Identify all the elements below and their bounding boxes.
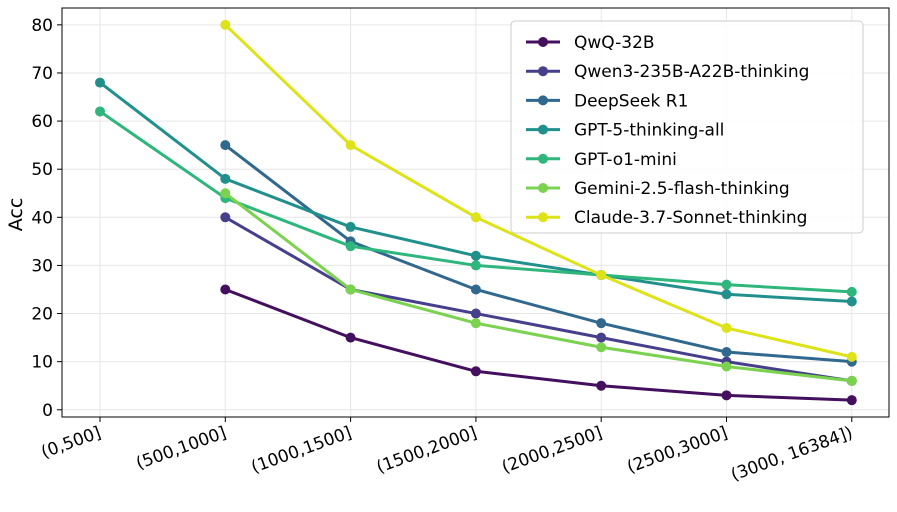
legend: QwQ-32B Qwen3-235B-A22B-thinking DeepSeek …	[510, 20, 864, 234]
data-point	[470, 260, 481, 271]
legend-item: Claude-3.7-Sonnet-thinking	[526, 208, 807, 228]
data-point	[846, 351, 857, 362]
y-axis-label: Acc	[5, 198, 27, 232]
data-point	[846, 296, 857, 307]
data-point	[596, 342, 607, 353]
series-line	[224, 216, 853, 383]
x-tick-label: (1500,2000]	[374, 423, 480, 478]
series-claude-3-7-sonnet-thinking	[220, 19, 857, 362]
legend-frame	[510, 20, 864, 234]
x-tick-label: (500,1000]	[133, 423, 229, 474]
data-point	[721, 390, 732, 401]
data-point	[721, 361, 732, 372]
legend-label: DeepSeek R1	[574, 91, 688, 111]
x-tick-label: (3000, 16384])	[728, 423, 855, 486]
y-tick-label: 80	[31, 16, 53, 36]
data-point	[846, 395, 857, 406]
y-tick-label: 60	[31, 112, 53, 132]
data-point	[596, 318, 607, 329]
series-line	[224, 288, 852, 402]
x-tick-label: (1000,1500]	[249, 423, 355, 478]
data-point	[220, 140, 231, 151]
x-tick-label: (2500,3000]	[625, 423, 731, 478]
data-point	[345, 221, 356, 232]
data-point	[721, 322, 732, 333]
data-point	[345, 140, 356, 151]
y-tick-label: 10	[31, 353, 53, 373]
data-point	[95, 106, 105, 117]
legend-marker	[538, 183, 548, 193]
data-point	[470, 308, 481, 319]
series-qwen3-235b-a22b-thinking	[220, 212, 857, 386]
data-point	[220, 212, 231, 223]
legend-marker	[538, 95, 548, 106]
x-tick-label: (0,500]	[39, 423, 104, 463]
series-gpt-5-thinking-all	[95, 77, 857, 307]
data-point	[345, 284, 356, 295]
data-point	[220, 284, 231, 295]
data-point	[220, 173, 231, 184]
legend-item: Gemini-2.5-flash-thinking	[526, 179, 790, 199]
series-line	[224, 143, 852, 364]
series-line	[224, 192, 852, 383]
series-qwq-32b	[220, 284, 857, 406]
y-tick-label: 20	[31, 305, 53, 325]
y-tick-label: 40	[31, 208, 53, 228]
series-line	[224, 23, 853, 359]
series-gemini-2-5-flash-thinking	[220, 188, 857, 386]
data-point	[470, 318, 481, 329]
legend-item: GPT-o1-mini	[526, 150, 677, 170]
data-point	[596, 332, 607, 343]
x-tick-label: (2000,2500]	[499, 423, 605, 478]
data-point	[596, 380, 607, 391]
x-axis: (0,500] (500,1000] (1000,1500] (1500,2000] (…	[39, 417, 856, 485]
data-point	[95, 77, 105, 88]
data-point	[470, 284, 481, 295]
data-point	[721, 347, 732, 358]
series-layer	[95, 19, 857, 406]
data-point	[345, 241, 356, 252]
legend-marker	[538, 212, 548, 223]
legend-item: Qwen3-235B-A22B-thinking	[526, 62, 809, 82]
legend-label: Qwen3-235B-A22B-thinking	[574, 62, 809, 82]
data-point	[220, 188, 231, 199]
legend-marker	[538, 153, 548, 164]
y-tick-label: 30	[31, 256, 53, 276]
data-point	[345, 332, 356, 343]
data-point	[470, 366, 481, 377]
y-axis: 0 10 20 30 40 50 60 70 80	[31, 16, 62, 421]
legend-marker	[538, 66, 548, 77]
data-point	[721, 279, 732, 290]
y-tick-label: 50	[31, 160, 53, 180]
data-point	[721, 289, 732, 300]
legend-item: GPT-5-thinking-all	[526, 121, 724, 141]
legend-label: Claude-3.7-Sonnet-thinking	[574, 208, 807, 228]
data-point	[470, 212, 481, 223]
legend-item: DeepSeek R1	[526, 91, 688, 111]
legend-marker	[538, 124, 548, 135]
legend-item: QwQ-32B	[526, 33, 655, 53]
legend-marker	[538, 37, 548, 47]
legend-label: GPT-o1-mini	[574, 150, 677, 170]
data-point	[846, 375, 857, 386]
legend-label: GPT-5-thinking-all	[574, 121, 724, 141]
y-tick-label: 0	[42, 401, 53, 421]
y-tick-label: 70	[31, 64, 53, 84]
legend-label: Gemini-2.5-flash-thinking	[574, 179, 790, 199]
data-point	[220, 19, 231, 30]
data-point	[470, 250, 481, 261]
legend-label: QwQ-32B	[574, 33, 655, 53]
data-point	[596, 270, 607, 281]
data-point	[846, 286, 857, 297]
